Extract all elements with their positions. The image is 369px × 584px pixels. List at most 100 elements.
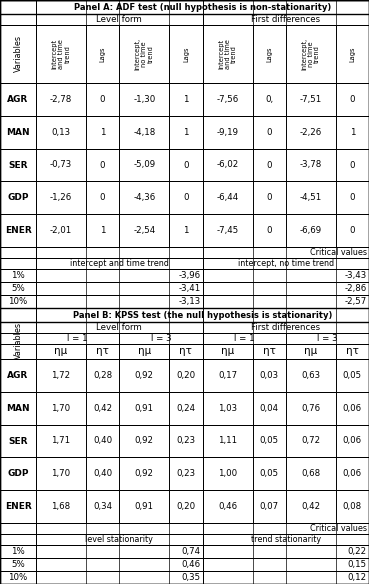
Text: 0,06: 0,06 — [343, 470, 362, 478]
Text: 0,23: 0,23 — [176, 436, 196, 446]
Bar — [0, 214, 36, 247]
Text: MAN: MAN — [6, 404, 30, 413]
Bar — [0, 269, 36, 282]
Bar — [252, 25, 286, 83]
Bar — [119, 425, 169, 457]
Bar — [203, 392, 252, 425]
Bar — [119, 333, 203, 344]
Text: 0: 0 — [183, 193, 189, 202]
Text: 1,71: 1,71 — [51, 436, 70, 446]
Text: 0: 0 — [183, 161, 189, 169]
Text: MAN: MAN — [6, 128, 30, 137]
Bar — [286, 359, 336, 392]
Text: 0,20: 0,20 — [176, 502, 196, 511]
Text: -7,56: -7,56 — [216, 95, 239, 104]
Text: 0,34: 0,34 — [93, 502, 112, 511]
Bar — [252, 457, 286, 490]
Bar — [119, 344, 169, 359]
Text: 0,91: 0,91 — [135, 404, 154, 413]
Bar — [336, 182, 369, 214]
Bar — [86, 83, 119, 116]
Bar — [203, 457, 252, 490]
Text: 1: 1 — [349, 128, 355, 137]
Text: 0: 0 — [266, 226, 272, 235]
Text: Level form: Level form — [96, 15, 142, 24]
Bar — [203, 25, 252, 83]
Bar — [203, 534, 369, 545]
Bar — [86, 116, 119, 148]
Bar — [0, 545, 36, 558]
Bar — [119, 392, 169, 425]
Text: 0,24: 0,24 — [176, 404, 196, 413]
Text: ημ: ημ — [304, 346, 317, 356]
Bar — [336, 25, 369, 83]
Text: 5%: 5% — [11, 284, 25, 293]
Text: ημ: ημ — [138, 346, 151, 356]
Text: SER: SER — [8, 161, 28, 169]
Bar — [86, 148, 119, 182]
Bar — [336, 457, 369, 490]
Text: ητ: ητ — [96, 346, 109, 356]
Bar — [36, 571, 203, 584]
Bar — [86, 182, 119, 214]
Text: 0,76: 0,76 — [301, 404, 320, 413]
Bar — [36, 0, 369, 14]
Bar — [286, 457, 336, 490]
Text: 0,08: 0,08 — [343, 502, 362, 511]
Bar — [36, 247, 369, 258]
Text: SER: SER — [8, 436, 28, 446]
Bar — [252, 359, 286, 392]
Bar — [0, 308, 36, 322]
Bar — [0, 25, 36, 83]
Text: -3,96: -3,96 — [178, 271, 200, 280]
Text: 0,05: 0,05 — [259, 436, 279, 446]
Text: -2,78: -2,78 — [50, 95, 72, 104]
Text: 0,23: 0,23 — [176, 470, 196, 478]
Bar — [252, 116, 286, 148]
Bar — [36, 322, 203, 333]
Text: l = 1: l = 1 — [67, 334, 88, 343]
Text: ητ: ητ — [263, 346, 276, 356]
Text: Lags: Lags — [349, 46, 355, 62]
Text: -1,26: -1,26 — [50, 193, 72, 202]
Bar — [286, 182, 336, 214]
Text: 1,70: 1,70 — [51, 470, 70, 478]
Bar — [86, 359, 119, 392]
Bar — [36, 269, 203, 282]
Bar — [0, 247, 36, 258]
Bar — [36, 457, 86, 490]
Text: 0: 0 — [100, 95, 106, 104]
Bar — [0, 282, 36, 295]
Text: 0,15: 0,15 — [348, 560, 367, 569]
Bar — [169, 425, 203, 457]
Text: 0,04: 0,04 — [259, 404, 279, 413]
Bar — [0, 392, 36, 425]
Bar — [36, 148, 86, 182]
Text: -3,13: -3,13 — [178, 297, 200, 306]
Text: 0,40: 0,40 — [93, 436, 112, 446]
Text: Lags: Lags — [266, 46, 272, 62]
Bar — [203, 322, 369, 333]
Bar — [336, 359, 369, 392]
Bar — [86, 214, 119, 247]
Bar — [169, 359, 203, 392]
Text: 1,11: 1,11 — [218, 436, 237, 446]
Text: 0: 0 — [349, 226, 355, 235]
Bar — [86, 490, 119, 523]
Text: ημ: ημ — [54, 346, 68, 356]
Bar — [119, 359, 169, 392]
Text: 0,: 0, — [265, 95, 273, 104]
Bar — [169, 457, 203, 490]
Bar — [169, 182, 203, 214]
Bar — [36, 545, 203, 558]
Text: 0,07: 0,07 — [259, 502, 279, 511]
Bar — [203, 558, 369, 571]
Bar — [36, 490, 86, 523]
Bar — [0, 322, 36, 359]
Bar — [36, 344, 86, 359]
Bar — [36, 359, 86, 392]
Bar — [336, 148, 369, 182]
Text: 0,92: 0,92 — [135, 436, 154, 446]
Text: 10%: 10% — [8, 573, 28, 582]
Text: -7,51: -7,51 — [300, 95, 322, 104]
